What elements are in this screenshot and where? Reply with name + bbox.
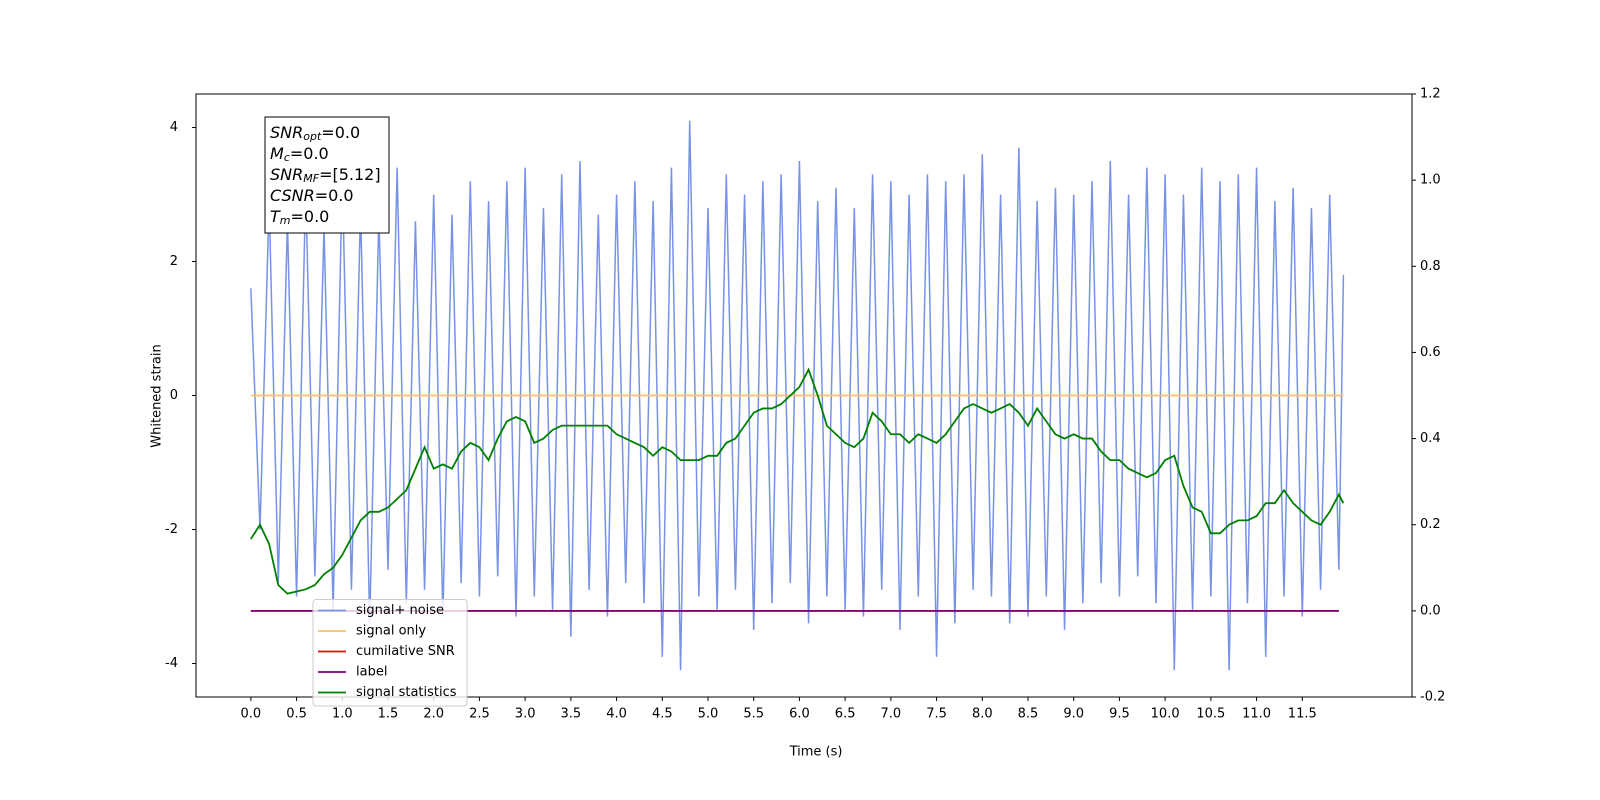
series-line	[250, 367, 1345, 595]
annotation-value: =0.0	[321, 123, 360, 142]
x-tick-label: 3.5	[561, 707, 582, 722]
annotation-symbol: SNR	[270, 165, 303, 184]
y2-tick-label: 1.2	[1420, 87, 1441, 102]
x-tick-label: 4.5	[652, 707, 673, 722]
series-line	[250, 120, 1345, 671]
y-tick-label: -4	[165, 656, 178, 671]
x-tick-label: 6.0	[789, 707, 810, 722]
x-tick-label: 0.5	[286, 707, 307, 722]
annotation-symbol: T	[270, 207, 281, 226]
x-tick-label: 11.5	[1288, 707, 1317, 722]
x-tick-label: 1.0	[332, 707, 353, 722]
annotation-subscript: c	[284, 151, 290, 164]
annotation-line: SNRMF=[5.12]	[270, 165, 381, 186]
y-tick-label: 2	[170, 254, 178, 269]
y-axis-label: Whitened strain	[150, 344, 165, 447]
legend-label: signal only	[356, 624, 426, 639]
x-tick-label: 7.5	[926, 707, 947, 722]
annotation-frame	[264, 116, 390, 234]
annotation-line: Mc=0.0	[270, 144, 329, 165]
x-tick-label: 10.0	[1151, 707, 1180, 722]
annotation-subscript: opt	[303, 130, 322, 143]
x-tick-label: 5.0	[698, 707, 719, 722]
x-tick-label: 5.5	[743, 707, 764, 722]
y-tick-label: -2	[165, 522, 178, 537]
y2-tick-label: 0.0	[1420, 603, 1441, 618]
x-tick-label: 11.0	[1242, 707, 1271, 722]
x-tick-label: 2.0	[423, 707, 444, 722]
y2-tick-label: 1.0	[1420, 173, 1441, 188]
annotation-line: SNRopt=0.0	[270, 123, 360, 144]
annotation-symbol: M	[270, 144, 284, 163]
x-tick-label: 9.5	[1109, 707, 1130, 722]
x-tick-label: 1.5	[378, 707, 399, 722]
legend-frame	[312, 599, 468, 707]
annotation-value: =[5.12]	[319, 165, 381, 184]
x-tick-label: 8.5	[1018, 707, 1039, 722]
y-tick-label: 4	[170, 120, 178, 135]
annotation-symbol: SNR	[270, 123, 303, 142]
annotation-subscript: MF	[303, 172, 319, 185]
annotation-subscript: m	[280, 214, 291, 227]
x-tick-label: 8.0	[972, 707, 993, 722]
legend-label: signal+ noise	[356, 603, 444, 618]
y2-tick-label: 0.2	[1420, 517, 1441, 532]
annotation-value: =0.0	[291, 207, 330, 226]
x-tick-label: 9.0	[1063, 707, 1084, 722]
legend-label: label	[356, 665, 387, 680]
annotation-line: Tm=0.0	[270, 207, 329, 228]
x-tick-label: 0.0	[241, 707, 262, 722]
legend-label: signal statistics	[356, 685, 457, 700]
annotation-box: SNRopt=0.0Mc=0.0SNRMF=[5.12]CSNR=0.0Tm=0…	[264, 116, 390, 234]
annotation-symbol: CSNR	[270, 186, 315, 205]
x-tick-label: 10.5	[1196, 707, 1225, 722]
x-tick-label: 6.5	[835, 707, 856, 722]
y-tick-label: 0	[170, 388, 178, 403]
annotation-value: =0.0	[315, 186, 354, 205]
legend-label: cumilative SNR	[356, 644, 455, 659]
y2-tick-label: 0.8	[1420, 259, 1441, 274]
x-axis-label: Time (s)	[789, 745, 843, 760]
x-tick-label: 2.5	[469, 707, 490, 722]
legend: signal+ noise signal only cumilative SNR la…	[312, 599, 468, 707]
annotation-line: CSNR=0.0	[270, 186, 354, 205]
y2-tick-label: -0.2	[1420, 690, 1445, 705]
annotation-value: =0.0	[290, 144, 329, 163]
x-tick-label: 3.0	[515, 707, 536, 722]
y2-tick-label: 0.6	[1420, 345, 1441, 360]
x-tick-label: 4.0	[606, 707, 627, 722]
x-tick-label: 7.0	[881, 707, 902, 722]
y2-tick-label: 0.4	[1420, 431, 1441, 446]
